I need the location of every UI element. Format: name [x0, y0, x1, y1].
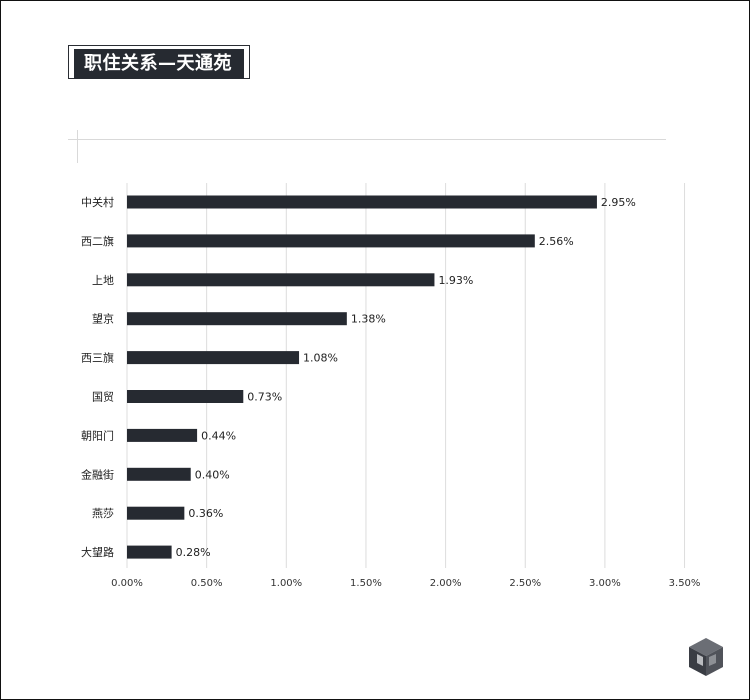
category-label: 西二旗 — [81, 234, 114, 248]
x-tick-label: 1.00% — [270, 578, 302, 589]
bar — [127, 545, 172, 559]
category-label: 中关村 — [81, 195, 114, 209]
bar — [127, 506, 185, 520]
bar — [127, 390, 244, 403]
category-label: 西三旗 — [81, 351, 114, 365]
data-label: 2.95% — [601, 196, 636, 209]
x-tick-label: 3.00% — [589, 578, 621, 589]
data-label: 0.28% — [176, 546, 211, 559]
chart-title: 职住关系—天通苑 — [74, 49, 244, 79]
data-label: 0.73% — [247, 391, 282, 404]
x-tick-label: 3.50% — [669, 578, 701, 589]
bar — [127, 234, 535, 248]
data-label: 1.93% — [438, 274, 473, 287]
category-label: 上地 — [92, 274, 114, 287]
data-label: 0.40% — [195, 468, 230, 481]
x-tick-label: 0.00% — [111, 578, 143, 589]
category-label: 燕莎 — [92, 506, 114, 520]
divider-line — [68, 139, 666, 140]
bar — [127, 195, 597, 209]
bar — [127, 351, 300, 365]
x-tick-label: 1.50% — [350, 578, 382, 589]
data-label: 0.44% — [201, 429, 236, 442]
data-label: 1.38% — [351, 313, 386, 326]
bar — [127, 467, 191, 481]
category-label: 朝阳门 — [81, 428, 114, 442]
x-tick-label: 2.00% — [430, 578, 462, 589]
cube-logo-icon — [689, 638, 723, 676]
x-tick-label: 0.50% — [191, 578, 223, 589]
category-label: 望京 — [92, 312, 114, 326]
data-label: 1.08% — [303, 352, 338, 365]
divider-tick — [77, 130, 78, 163]
category-label: 大望路 — [81, 545, 114, 559]
bar — [127, 428, 198, 442]
bar — [127, 273, 435, 287]
category-label: 金融街 — [81, 467, 114, 481]
x-tick-label: 2.50% — [509, 578, 541, 589]
bar — [127, 312, 347, 326]
data-label: 2.56% — [539, 235, 574, 248]
data-label: 0.36% — [188, 507, 223, 520]
category-label: 国贸 — [92, 391, 114, 404]
